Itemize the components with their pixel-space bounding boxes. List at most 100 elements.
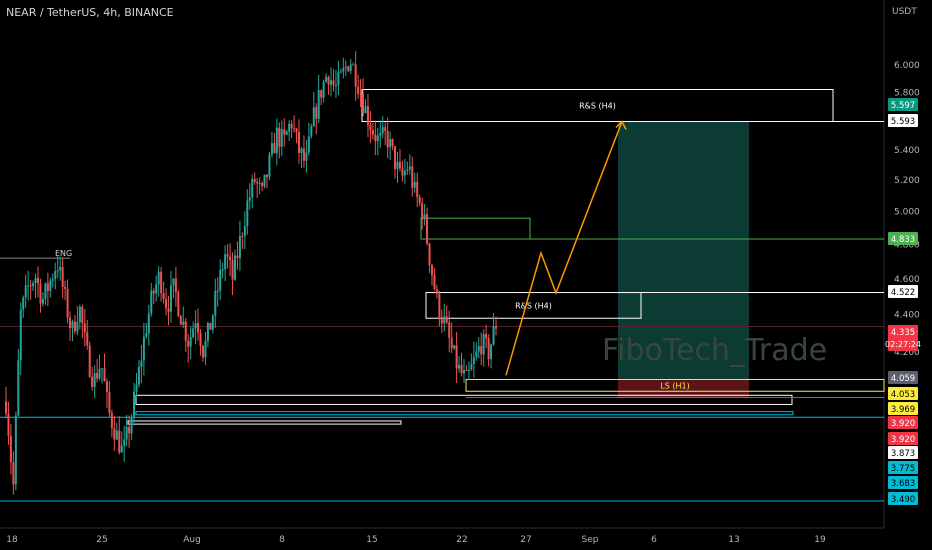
y-tick-label: 4.200 <box>894 348 920 358</box>
candle-body <box>27 285 30 287</box>
candle-body <box>91 376 94 387</box>
candle-body <box>103 368 106 382</box>
candle-body <box>182 321 185 325</box>
candle-body <box>130 417 133 434</box>
candle-body <box>411 166 414 188</box>
zone-box <box>465 378 885 392</box>
candle-body <box>472 357 475 365</box>
candle-body <box>288 123 291 132</box>
candle-body <box>233 255 236 280</box>
candle-body <box>120 445 123 453</box>
candle-body <box>433 275 436 290</box>
price-label-bg <box>888 325 918 351</box>
candle-body <box>398 161 401 169</box>
candle-body <box>426 214 429 244</box>
candle-body <box>467 369 470 371</box>
candle-body <box>349 64 352 71</box>
candle-body <box>226 254 229 257</box>
candle-body <box>152 290 155 294</box>
candle-body <box>423 214 426 220</box>
candle-body <box>445 316 448 323</box>
candle-body <box>101 368 104 370</box>
zone-label: R&S (H4) <box>515 301 552 310</box>
candle-body <box>435 289 438 294</box>
candle-body <box>118 430 121 453</box>
candle-body <box>32 282 35 287</box>
candle-body <box>253 178 256 182</box>
candle-body <box>167 308 170 312</box>
candle-body <box>19 309 22 361</box>
candle-body <box>54 271 57 280</box>
candle-body <box>359 93 362 95</box>
candle-body <box>71 321 74 329</box>
candle-body <box>142 336 145 361</box>
zone-label: R&S (H4) <box>579 102 616 111</box>
price-label: 3.969 <box>891 405 915 415</box>
candle-body <box>312 107 315 127</box>
candle-body <box>241 236 244 238</box>
candle-body <box>39 283 42 304</box>
candle-body <box>344 66 347 69</box>
price-label-bg <box>888 232 918 245</box>
x-tick-label: 18 <box>6 535 18 545</box>
candle-body <box>305 152 308 161</box>
candle-body <box>266 174 269 177</box>
price-label: 4.059 <box>891 374 915 384</box>
candle-body <box>293 128 296 130</box>
candle-body <box>125 427 128 440</box>
candle-body <box>300 148 303 154</box>
candle-body <box>401 168 404 176</box>
candle-body <box>201 345 204 358</box>
candle-body <box>320 90 323 98</box>
candle-body <box>391 138 394 147</box>
candle-body <box>96 373 99 379</box>
x-tick-label: Sep <box>582 535 599 545</box>
candle-body <box>187 341 190 347</box>
price-label: 3.920 <box>891 419 915 429</box>
currency-label: USDT <box>892 7 917 17</box>
price-label: 4.335 <box>891 328 915 338</box>
projection-arrowhead <box>615 120 627 130</box>
candle-body <box>194 323 197 329</box>
candle-body <box>462 370 465 374</box>
y-tick-label: 4.600 <box>894 275 920 285</box>
candle-body <box>135 384 138 392</box>
candle-body <box>177 292 180 317</box>
price-label-bg <box>888 416 918 429</box>
candle-body <box>88 345 91 377</box>
candle-body <box>229 256 232 261</box>
candle-body <box>366 106 369 125</box>
candle-body <box>278 127 281 147</box>
candle-body <box>421 202 424 220</box>
candle-body <box>357 86 360 94</box>
candle-body <box>69 317 72 329</box>
candle-body <box>290 123 293 129</box>
candle-body <box>231 260 234 280</box>
candle-body <box>261 182 264 187</box>
price-label-bg <box>888 371 918 384</box>
price-label-bg <box>888 492 918 505</box>
zone-box <box>135 394 793 405</box>
candle-body <box>73 321 76 332</box>
candle-body <box>49 280 52 291</box>
chart-title: NEAR / TetherUS, 4h, BINANCE <box>6 6 174 19</box>
candle-body <box>78 306 81 323</box>
candle-body <box>396 161 399 170</box>
candle-body <box>93 373 96 387</box>
zone-box <box>127 420 402 425</box>
candle-body <box>236 255 239 259</box>
price-label-bg <box>888 476 918 489</box>
candle-body <box>347 66 350 71</box>
target-zone <box>618 121 749 380</box>
candle-body <box>145 333 148 337</box>
candle-body <box>337 72 340 86</box>
candle-body <box>352 64 355 66</box>
candle-body <box>199 332 202 346</box>
candle-body <box>376 135 379 142</box>
price-label: 4.522 <box>891 288 915 298</box>
candle-body <box>41 298 44 304</box>
candle-body <box>317 90 320 119</box>
candle-body <box>66 288 69 318</box>
candle-body <box>51 279 54 281</box>
